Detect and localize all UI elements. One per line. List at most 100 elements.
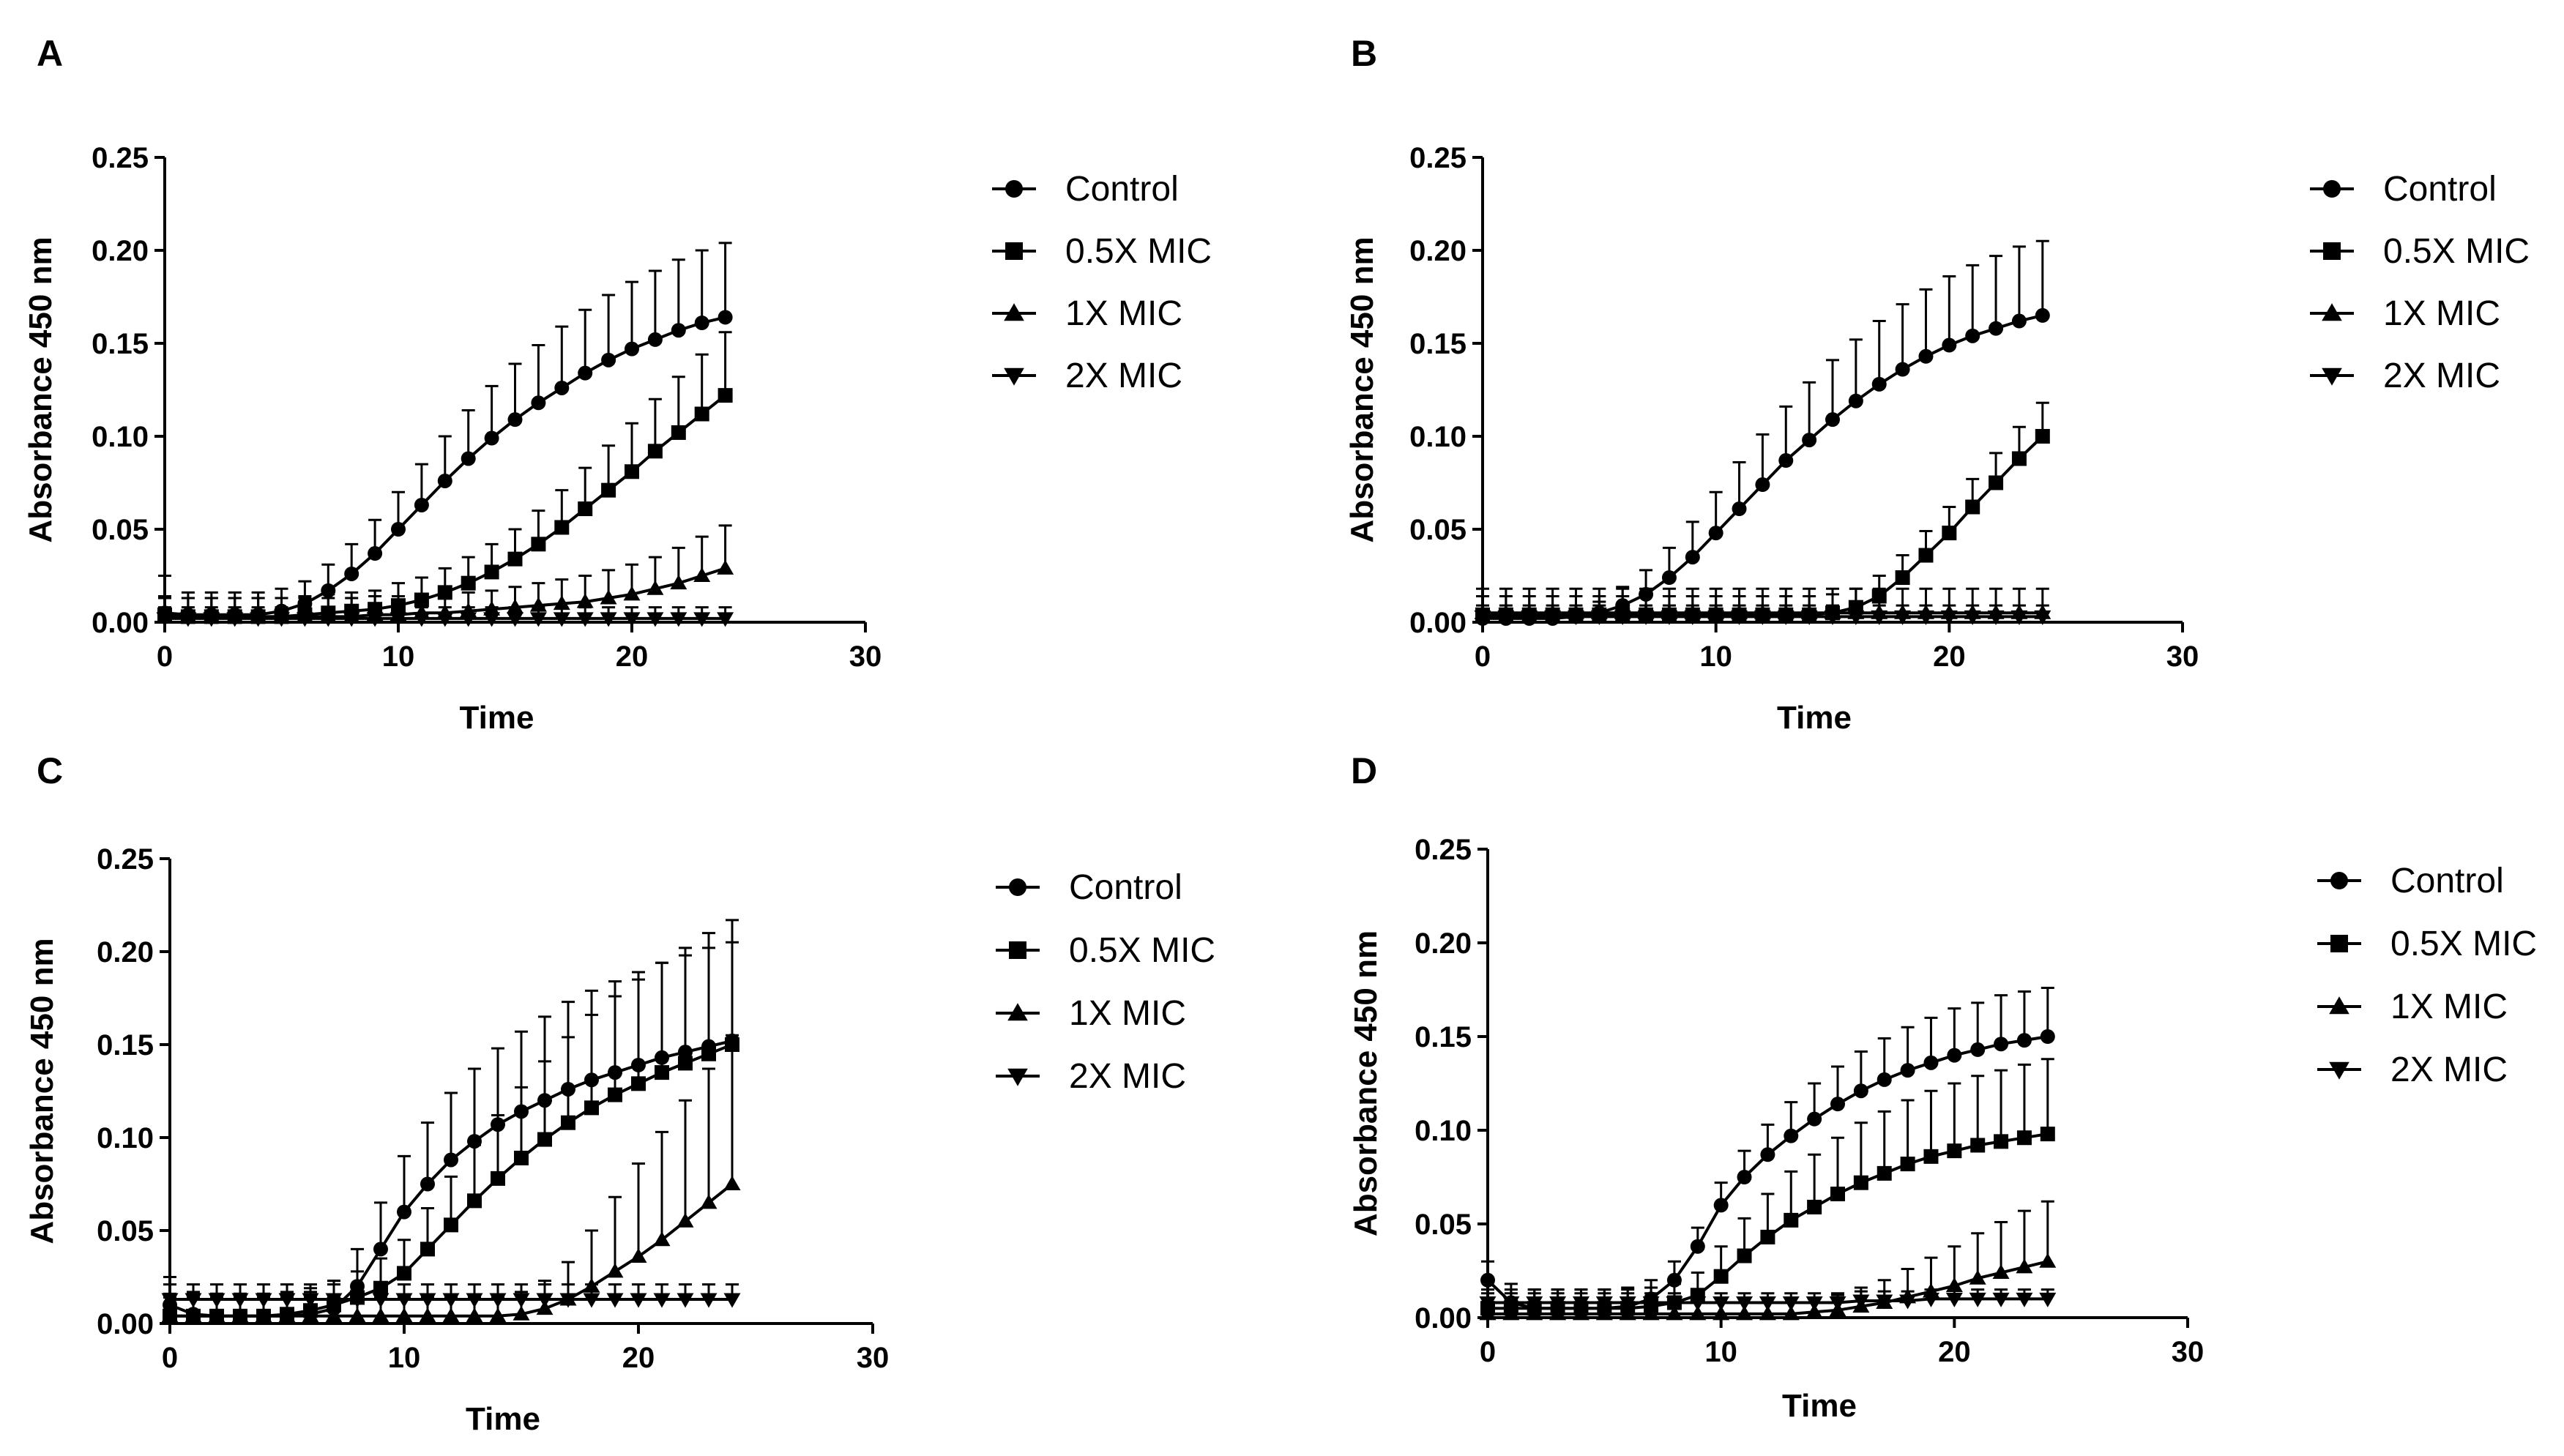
panel-d-series-1x-mic-point — [1526, 1305, 1543, 1321]
panel-a-series-control-point — [531, 395, 546, 411]
panel-c-legend-control-swatch-marker — [1009, 878, 1026, 896]
panel-c-y-tick-label: 0.15 — [97, 1029, 154, 1061]
panel-c-series-2x-mic-point — [513, 1293, 530, 1308]
panel-b-legend-1x-mic-swatch-marker — [2322, 303, 2342, 321]
panel-c-series-2x-mic-point — [419, 1293, 436, 1308]
panel-c-series-1x-mic-point — [231, 1307, 249, 1323]
panel-d-series-0-5x-mic-point — [1784, 1212, 1799, 1228]
panel-d-series-1x-mic-point — [1713, 1305, 1730, 1321]
panel-a-series-0-5x-mic-point — [671, 425, 686, 440]
panel-b-series-2x-mic-point — [1567, 610, 1584, 625]
panel-b: B 0.00 0.05 0.10 0.15 0.20 0.25 0 10 20 30 Time Abso… — [1344, 33, 2530, 736]
panel-c-series-2x-mic-point — [208, 1293, 226, 1308]
panel-a-series-control-point — [414, 497, 429, 512]
panel-b-letter: B — [1351, 33, 1377, 74]
panel-c-series-control-point — [444, 1152, 458, 1168]
panel-d-series-2x-mic-point — [1852, 1294, 1870, 1310]
panel-a-series-control-point — [694, 316, 709, 331]
panel-d-series-2x-mic-point — [1642, 1296, 1660, 1312]
panel-b-series-control-point — [1965, 328, 1980, 343]
panel-c-series-1x-mic-point — [630, 1248, 647, 1263]
panel-a-series-2x-mic — [156, 606, 734, 627]
panel-d-series-0-5x-mic-point — [1853, 1175, 1868, 1190]
panel-c-series-1x-mic-point — [513, 1305, 530, 1321]
panel-d-series-1x-mic-point — [1992, 1264, 2010, 1280]
panel-d-series-control-point — [1900, 1063, 1915, 1078]
panel-c-y-tick-label: 0.05 — [97, 1215, 154, 1247]
panel-d-series-1x-mic-point — [1549, 1305, 1567, 1321]
panel-d-series-2x-mic-point — [1922, 1292, 1939, 1307]
panel-b-series-2x-mic-point — [1871, 610, 1888, 625]
panel-d-series-1x-mic-point — [1479, 1305, 1497, 1321]
panel-a-series-1x-mic-point — [623, 586, 641, 601]
panel-c-series-0-5x-mic-point — [678, 1056, 693, 1071]
panel-b-legend: Control 0.5X MIC 1X MIC 2X MIC — [2310, 170, 2530, 395]
panel-a-series-2x-mic-point — [600, 612, 617, 627]
panel-a-y-axis-title: Absorbance 450 nm — [23, 236, 59, 542]
panel-a-series-control-point — [344, 566, 359, 581]
panel-d-series-2x-mic-point — [1899, 1294, 1917, 1310]
panel-a-series-2x-mic-point — [460, 612, 477, 627]
panel-b-series-2x-mic — [1474, 604, 2051, 625]
panel-b-series-2x-mic-point — [1800, 610, 1818, 625]
panel-c-series-1x-mic-point — [185, 1307, 202, 1323]
panel-d-series-2x-mic-point — [1969, 1292, 1986, 1307]
panel-a-series-2x-mic-point — [179, 612, 197, 627]
panel-b-series-2x-mic-point — [1684, 610, 1702, 625]
panel-b-y-tick-label: 0.25 — [1409, 142, 1467, 174]
panel-b-series-2x-mic-point — [1474, 610, 1491, 625]
panel-a-series-control-point — [368, 546, 383, 561]
panel-a-series-control-point — [625, 341, 639, 356]
panel-a-series-1x-mic-point — [576, 593, 594, 608]
panel-d-series-1x-mic-point — [1736, 1305, 1754, 1321]
panel-d-series-1x-mic-point — [1782, 1305, 1800, 1321]
panel-c-series-2x-mic-point — [278, 1293, 296, 1308]
panel-a-series-2x-mic-point — [250, 612, 267, 627]
panel-d-series-2x-mic-point — [1595, 1296, 1613, 1312]
panel-d-series-1x-mic-point — [1759, 1305, 1776, 1321]
panel-b-legend-2x-mic-label: 2X MIC — [2383, 356, 2500, 395]
panel-d-series-control-point — [1970, 1042, 1986, 1057]
panel-a-x-tick-label: 30 — [849, 641, 882, 673]
panel-d-series-0-5x-mic-point — [1760, 1229, 1775, 1244]
panel-d-legend: Control 0.5X MIC 1X MIC 2X MIC — [2317, 862, 2537, 1089]
panel-a-x-axis-title: Time — [460, 700, 534, 736]
panel-b-series-2x-mic-point — [1707, 610, 1725, 625]
panel-c-series-1x-mic-point — [419, 1307, 436, 1323]
panel-d-series-0-5x-mic-point — [1994, 1134, 2009, 1149]
panel-d-series-2x-mic-point — [1736, 1296, 1754, 1312]
panel-d-series-1x-mic-point — [1969, 1269, 1986, 1285]
panel-b-series-control-point — [1778, 453, 1794, 468]
panel-a-series-2x-mic-point — [576, 612, 594, 627]
panel-a-series-2x-mic-point — [156, 612, 174, 627]
panel-c-series-0-5x-mic-point — [444, 1217, 458, 1233]
panel-a-x-tick-label: 20 — [616, 641, 649, 673]
panel-c-series-0-5x-mic-point — [631, 1076, 646, 1091]
panel-d-series-2x-mic-point — [1713, 1296, 1730, 1312]
panel-c-series-2x-mic-point — [630, 1293, 647, 1308]
panel-c-series-control-point — [373, 1242, 388, 1257]
panel-d-series-2x-mic-point — [1782, 1296, 1800, 1312]
panel-d-series-control-point — [1923, 1055, 1939, 1070]
panel-c-series-control-point — [397, 1204, 411, 1220]
panel-d-series-1x-mic-point — [1619, 1305, 1636, 1321]
panel-a-y-tick-label: 0.00 — [92, 607, 149, 639]
panel-a-series-control-point — [461, 451, 476, 466]
panel-b-y-tick-label: 0.10 — [1409, 421, 1467, 453]
panel-b-series-control — [1475, 239, 2050, 626]
panel-d-series-2x-mic-point — [1992, 1292, 2010, 1307]
panel-b-series-2x-mic-point — [1964, 610, 1981, 625]
panel-d-series-control-point — [1877, 1072, 1892, 1087]
panel-a-series-0-5x-mic-point — [507, 551, 523, 567]
panel-a-y-tick-label: 0.20 — [92, 235, 149, 267]
panel-c-series-1x-mic-point — [278, 1307, 296, 1323]
panel-c-y-tick-label: 0.00 — [97, 1308, 154, 1340]
panel-a-y-tick-label: 0.10 — [92, 421, 149, 453]
panel-a-series-1x-mic-point — [670, 575, 687, 590]
panel-c-series-0-5x-mic-point — [701, 1046, 716, 1061]
panel-b-series-2x-mic-point — [1777, 610, 1795, 625]
panel-c-series-0-5x-mic-point — [584, 1100, 599, 1116]
panel-d-letter: D — [1351, 750, 1377, 791]
panel-d-series-1x-mic-point — [1595, 1305, 1613, 1321]
panel-c-series-2x-mic — [161, 1283, 741, 1308]
